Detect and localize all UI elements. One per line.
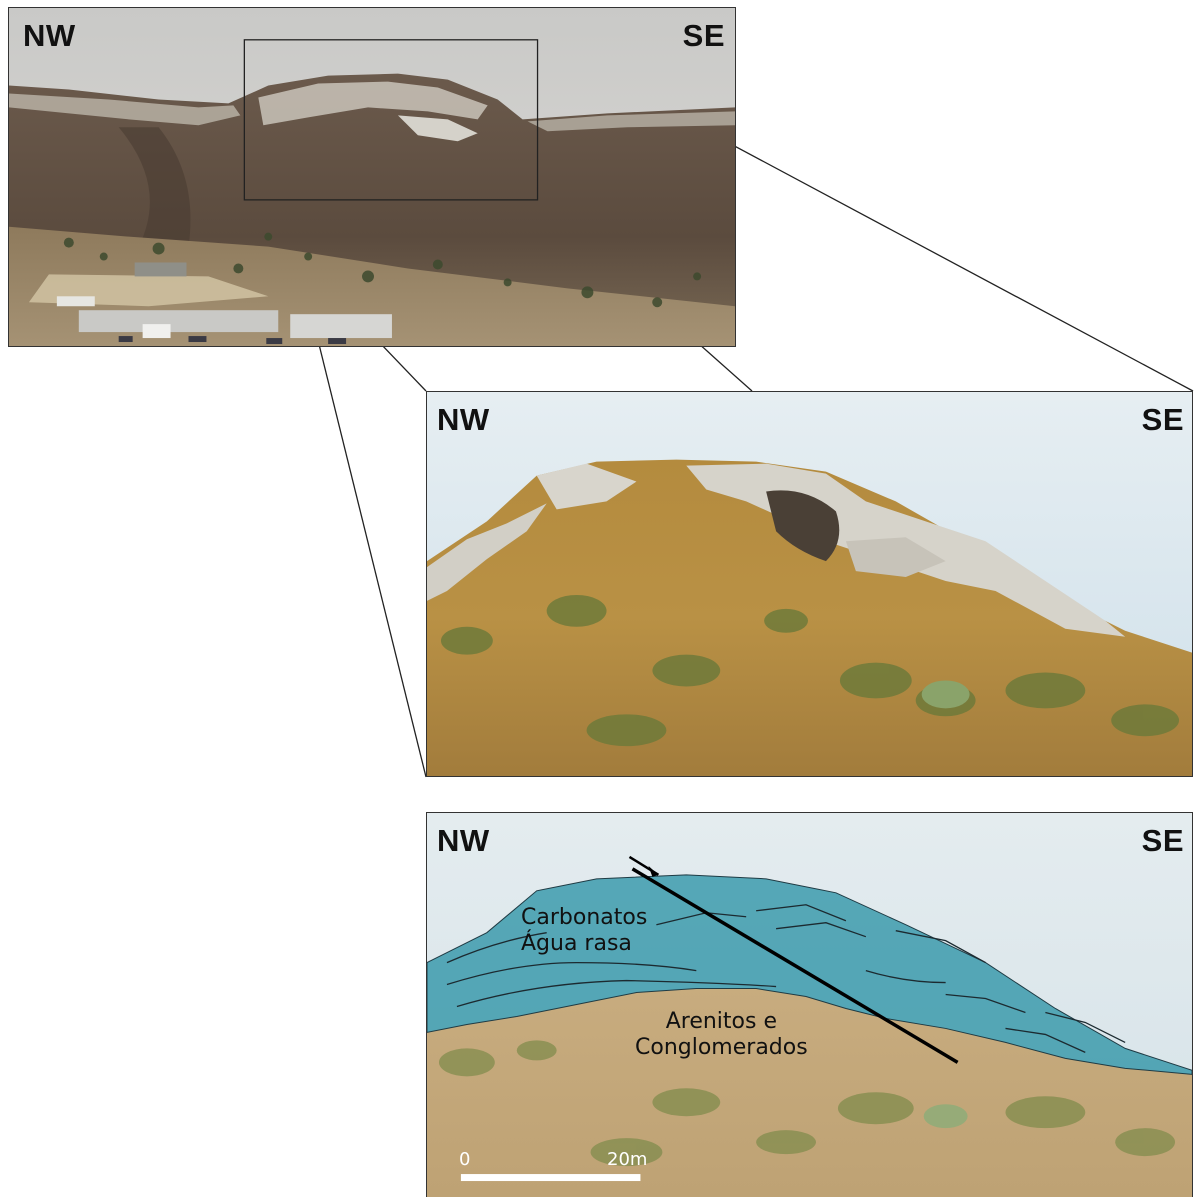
label-arenitos-conglomerados: Arenitos e Conglomerados <box>635 1009 808 1060</box>
direction-label-se: SE <box>682 18 725 53</box>
closeup-photo-panel: NW SE <box>426 391 1193 777</box>
zoom-frame <box>243 39 539 201</box>
fault-arrow-head <box>648 865 659 877</box>
scale-bar-start-label: 0 <box>459 1149 471 1170</box>
direction-label-nw: NW <box>23 18 76 53</box>
scale-bar <box>460 1174 641 1182</box>
scale-bar-end-label: 20m <box>607 1149 648 1170</box>
overview-landscape-image <box>9 8 735 346</box>
direction-label-nw: NW <box>437 402 490 437</box>
overview-photo-panel: NW SE <box>8 7 736 347</box>
interpreted-outcrop-image <box>427 813 1192 1197</box>
direction-label-nw: NW <box>437 823 490 858</box>
direction-label-se: SE <box>1141 823 1184 858</box>
closeup-outcrop-image <box>427 392 1192 776</box>
interpretation-panel: NW SE Carbonatos Água rasa Arenitos e Co… <box>426 812 1193 1197</box>
direction-label-se: SE <box>1141 402 1184 437</box>
label-carbonatos-agua-rasa: Carbonatos Água rasa <box>521 905 648 956</box>
fault-line <box>631 867 959 1064</box>
